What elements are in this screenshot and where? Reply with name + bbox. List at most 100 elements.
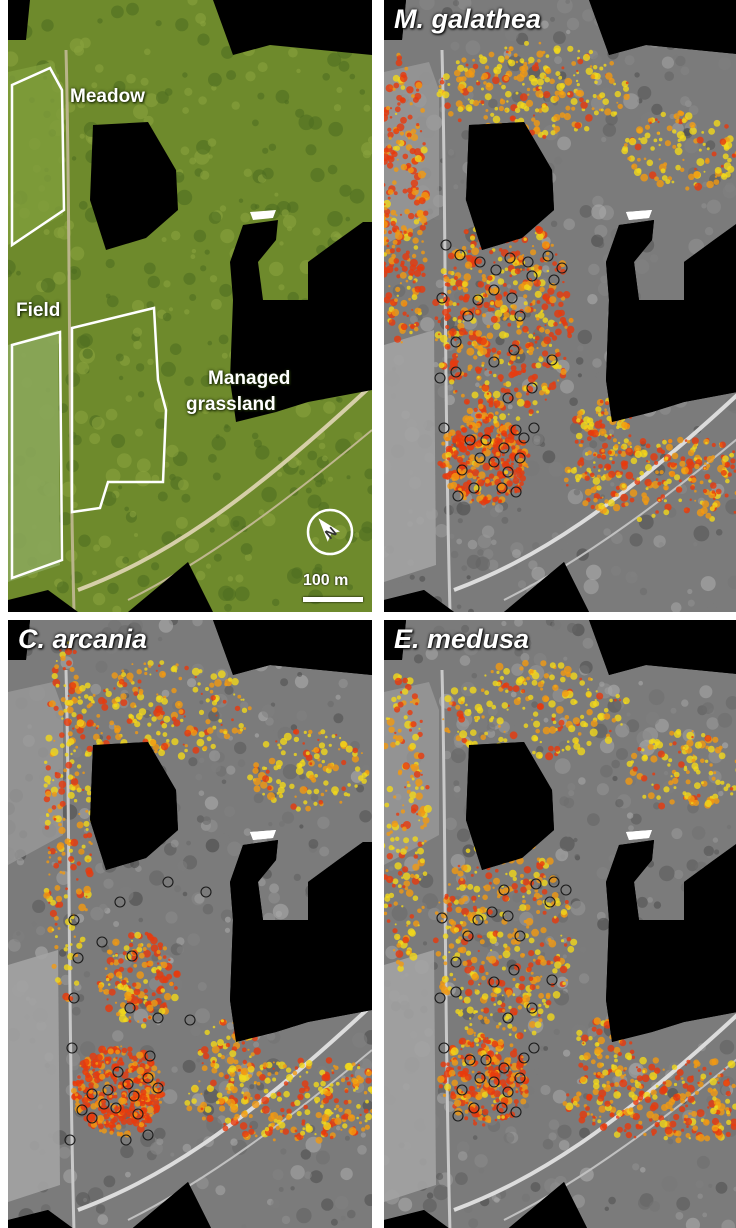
field-area [8,330,60,582]
white-marker [626,830,652,840]
west-meadow-area [8,62,63,245]
observation-circle [438,422,450,434]
observation-circle [488,976,500,988]
no-data-mask [213,0,372,55]
suitability-overlay [384,659,736,1144]
panel-overview: N Meadow Field Managed grassland 100 m [8,0,372,612]
panel-title: E. medusa [394,624,530,654]
field-area [384,330,436,582]
white-marker [250,210,276,220]
observation-circle [450,956,462,968]
observation-circle [452,1110,464,1122]
observation-circle [76,1104,88,1116]
observation-circle [488,1076,500,1088]
observation-circle [128,1090,140,1102]
observation-circle [472,914,484,926]
observation-circle [502,1012,514,1024]
panel-c-arcania: C. arcania [8,620,372,1228]
observation-circle [132,1108,144,1120]
observation-circle [434,992,446,1004]
observation-circle [112,1066,124,1078]
observation-circle [142,1072,154,1084]
observation-circle [450,366,462,378]
observation-circle [474,1072,486,1084]
observation-circle [488,356,500,368]
observation-circle [464,434,476,446]
observation-points [434,239,568,502]
observation-circle [518,1052,530,1064]
observation-circle [66,1042,78,1054]
observation-circle [438,1042,450,1054]
no-data-mask [230,220,372,422]
secondary-road [503,1058,736,1221]
no-data-mask [90,122,178,250]
observation-circle [548,274,560,286]
observation-circle [496,1102,508,1114]
observation-circle [496,482,508,494]
suitability-overlay [43,641,372,1144]
observation-circle [468,482,480,494]
observation-circle [464,1054,476,1066]
observation-circle [548,876,560,888]
observation-circle [502,466,514,478]
observation-circle [462,930,474,942]
suitability-map-galathea [384,0,736,612]
observation-circle [556,262,568,274]
observation-circle [440,239,452,251]
observation-circle [526,1002,538,1014]
orthophoto-background [8,0,372,612]
observation-circle [490,264,502,276]
no-data-mask [8,0,30,40]
no-data-mask-overlay [8,620,372,1228]
observation-circle [110,1102,122,1114]
observation-circle [114,896,126,908]
observation-circle [530,878,542,890]
observation-circle [546,974,558,986]
field-area [8,950,60,1202]
observation-circle [126,950,138,962]
vertical-track [64,49,76,612]
label-meadow: Meadow [70,86,145,107]
panel-m-galathea: M. galathea [384,0,736,612]
observation-circle [522,256,534,268]
observation-circle [98,1098,110,1110]
observation-circle [510,486,522,498]
observation-circle [508,964,520,976]
observation-circle [436,912,448,924]
observation-circle [480,1054,492,1066]
panel-e-medusa: E. medusa [384,620,736,1228]
observation-circle [468,1102,480,1114]
observation-circle [546,354,558,366]
observation-circle [452,490,464,502]
observation-circle [526,270,538,282]
observation-circle [86,1088,98,1100]
observation-circle [86,1112,98,1124]
observation-circle [506,292,518,304]
no-data-mask [8,590,78,612]
observation-circle [144,1050,156,1062]
scale-bar-label: 100 m [303,572,349,589]
observation-circle [510,1106,522,1118]
observation-circle [184,1014,196,1026]
label-grassland: grassland [186,394,276,415]
observation-circle [486,906,498,918]
observation-circle [542,250,554,262]
observation-circle [142,1129,154,1141]
observation-circle [462,310,474,322]
observation-circle [498,442,510,454]
diagonal-road [453,393,736,592]
observation-circle [544,896,556,908]
observation-circle [200,886,212,898]
white-marker [250,830,276,840]
observation-circle [120,1134,132,1146]
diagonal-road [77,1003,372,1212]
observation-circle [502,1086,514,1098]
observation-circle [514,310,526,322]
diagonal-road [77,383,372,592]
observation-circle [474,452,486,464]
observation-circle [528,422,540,434]
observation-points [434,876,572,1122]
vertical-track [440,669,452,1228]
observation-circle [498,884,510,896]
observation-circle [514,1072,526,1084]
